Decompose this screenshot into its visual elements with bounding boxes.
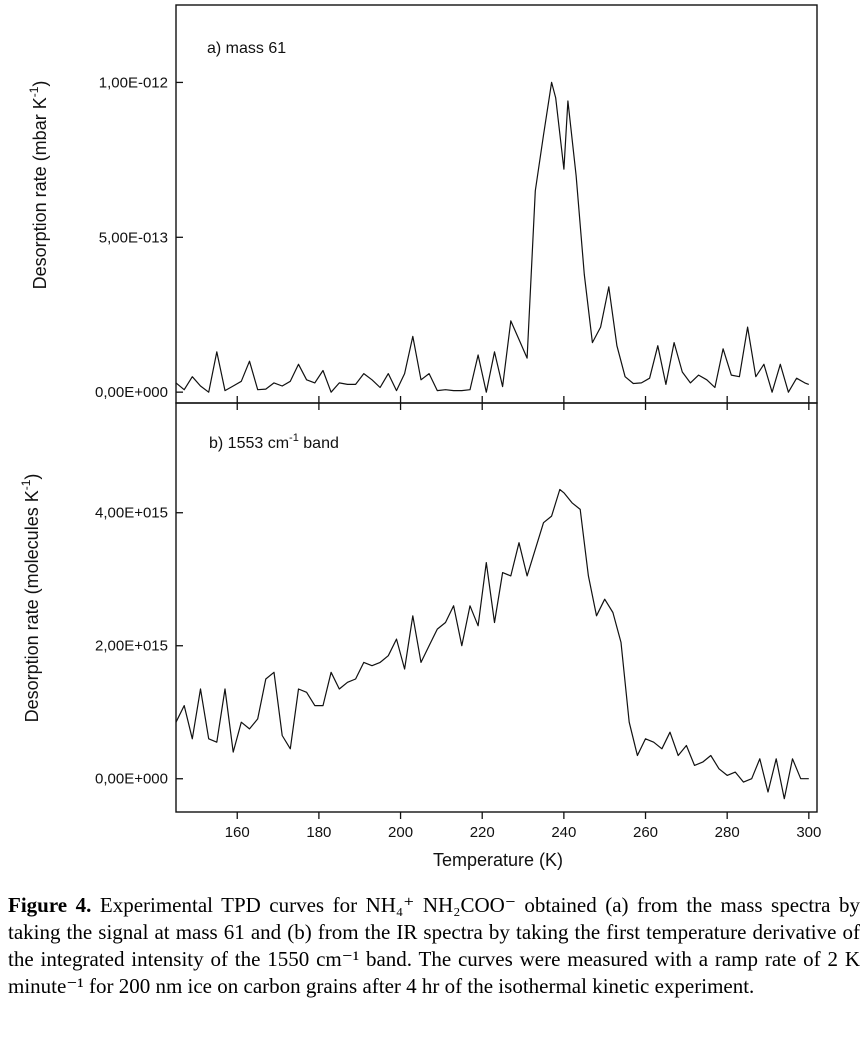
panel-a-frame bbox=[175, 4, 818, 404]
x-tick-label: 280 bbox=[715, 824, 740, 841]
panel-b-ylabel-main: Desorption rate (molecules K bbox=[22, 490, 42, 722]
chart-marks-layer: 0,00E+000 5,00E-013 1,00E-012 0,00E+000 2,00… bbox=[95, 74, 821, 841]
x-tick-label: 240 bbox=[551, 824, 576, 841]
figure-caption: Figure 4. Experimental TPD curves for NH… bbox=[8, 892, 860, 1000]
tpd-chart-svg: a) mass 61 b) 1553 cm-1 band Desorption … bbox=[19, 4, 821, 870]
panel-a-ytick-label: 1,00E-012 bbox=[99, 74, 168, 91]
x-tick-label: 200 bbox=[388, 824, 413, 841]
panel-b-ylabel-superscript: -1 bbox=[19, 479, 33, 490]
caption-text: Experimental TPD curves for NH₄⁺ NH₂COO⁻… bbox=[8, 893, 861, 998]
x-tick-label: 160 bbox=[225, 824, 250, 841]
panel-a-ylabel-main: Desorption rate (mbar K bbox=[30, 97, 50, 289]
x-tick-label: 180 bbox=[306, 824, 331, 841]
tpd-figure: a) mass 61 b) 1553 cm-1 band Desorption … bbox=[19, 4, 821, 870]
panel-b-label-main: b) 1553 cm bbox=[209, 435, 289, 452]
panel-a-ytick-label: 5,00E-013 bbox=[99, 229, 168, 246]
panel-b-frame bbox=[175, 402, 818, 813]
panel-b-ytick-label: 2,00E+015 bbox=[95, 638, 168, 655]
panel-a-label: a) mass 61 bbox=[207, 40, 286, 57]
panel-a-ylabel-superscript: -1 bbox=[27, 86, 41, 97]
caption-title: Figure 4. bbox=[8, 893, 92, 917]
x-tick-label: 260 bbox=[633, 824, 658, 841]
panel-b-ylabel-end: ) bbox=[22, 474, 42, 480]
panel-b-ytick-label: 4,00E+015 bbox=[95, 505, 168, 522]
panel-b-series-line bbox=[175, 488, 809, 800]
panel-b-ytick-label: 0,00E+000 bbox=[95, 771, 168, 788]
panel-b-label: b) 1553 cm-1 band bbox=[209, 432, 339, 452]
x-axis-title: Temperature (K) bbox=[433, 850, 563, 870]
panel-b-ylabel: Desorption rate (molecules K-1) bbox=[19, 474, 42, 723]
panel-b-label-end: band bbox=[299, 435, 339, 452]
panel-a-series-line bbox=[175, 81, 810, 393]
x-tick-label: 220 bbox=[470, 824, 495, 841]
panel-a-ylabel-end: ) bbox=[30, 81, 50, 87]
x-tick-label: 300 bbox=[796, 824, 821, 841]
panel-b-label-superscript: -1 bbox=[289, 432, 299, 444]
panel-a-ylabel: Desorption rate (mbar K-1) bbox=[27, 81, 50, 290]
panel-a-ytick-label: 0,00E+000 bbox=[95, 384, 168, 401]
